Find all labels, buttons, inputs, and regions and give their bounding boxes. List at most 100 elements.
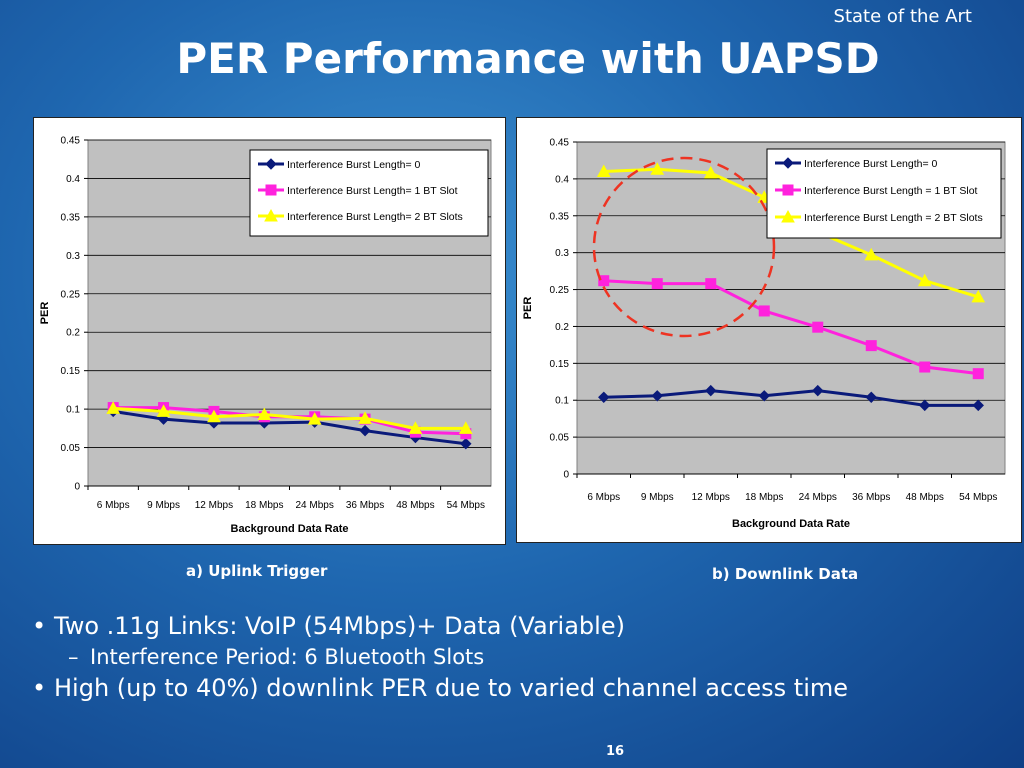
data-point xyxy=(703,165,718,179)
x-tick-label: 48 Mbps xyxy=(396,500,434,511)
x-tick-label: 54 Mbps xyxy=(959,492,997,503)
y-tick-label: 0 xyxy=(74,482,80,493)
highlight-circle xyxy=(592,156,776,338)
series-line-1 xyxy=(112,409,466,446)
data-point xyxy=(257,407,272,420)
caption-uplink: a) Uplink Trigger xyxy=(186,562,328,580)
x-tick-label: 12 Mbps xyxy=(692,492,730,503)
y-tick-label: 0.05 xyxy=(61,443,81,454)
legend-marker xyxy=(781,209,795,223)
y-tick-label: 0.15 xyxy=(61,366,81,377)
data-point xyxy=(650,162,665,175)
data-point xyxy=(812,321,824,333)
data-point xyxy=(705,384,717,397)
x-tick-label: 36 Mbps xyxy=(852,492,890,503)
bullet-list: Two .11g Links: VoIP (54Mbps)+ Data (Var… xyxy=(30,610,1020,704)
legend-marker xyxy=(782,184,794,196)
data-point xyxy=(156,404,171,417)
legend-box xyxy=(766,148,1002,239)
y-tick-label: 0.1 xyxy=(555,396,569,407)
data-point xyxy=(919,399,931,412)
data-point xyxy=(919,361,931,373)
y-tick-label: 0.15 xyxy=(550,359,570,370)
sub-bullet-item: Interference Period: 6 Bluetooth Slots xyxy=(30,642,1020,672)
data-point xyxy=(972,368,984,380)
data-point xyxy=(865,340,877,352)
x-tick-label: 6 Mbps xyxy=(587,492,620,503)
section-label: State of the Art xyxy=(833,6,972,27)
y-tick-label: 0.45 xyxy=(550,138,570,149)
y-tick-label: 0.25 xyxy=(550,285,570,296)
y-tick-label: 0.35 xyxy=(550,211,570,222)
y-axis-label: PER xyxy=(39,302,51,325)
data-point xyxy=(758,305,770,317)
data-point xyxy=(598,391,610,403)
x-tick-label: 54 Mbps xyxy=(447,500,485,511)
y-tick-label: 0.4 xyxy=(555,174,569,185)
series-line-3 xyxy=(113,406,466,430)
y-tick-label: 0.3 xyxy=(555,248,569,259)
chart-uplink-svg: 0 0.05 0.1 0.15 0.2 0.25 0.3 0.35 0.4 0.45 6 Mbps 9… xyxy=(39,136,492,535)
x-tick-label: 36 Mbps xyxy=(346,500,384,511)
legend-label: Interference Burst Length = 2 BT Slots xyxy=(804,212,983,224)
x-tick-label: 9 Mbps xyxy=(147,500,180,511)
legend-label: Interference Burst Length= 2 BT Slots xyxy=(287,211,463,223)
data-point xyxy=(651,278,663,290)
data-point xyxy=(651,390,663,402)
series-line-2 xyxy=(603,279,979,376)
x-axis-label: Background Data Rate xyxy=(231,523,349,535)
data-point xyxy=(705,278,717,290)
chart-downlink-svg: 0 0.05 0.1 0.15 0.2 0.25 0.3 0.35 0.4 0.45 6 Mbps 9… xyxy=(522,138,1006,530)
data-point xyxy=(408,421,423,434)
chart-uplink-trigger: 0 0.05 0.1 0.15 0.2 0.25 0.3 0.35 0.4 0.45 6 Mbps 9… xyxy=(33,117,506,545)
data-point xyxy=(460,438,472,450)
data-point xyxy=(971,289,986,303)
data-point xyxy=(307,412,322,425)
x-axis-label: Background Data Rate xyxy=(732,518,850,530)
legend-label: Interference Burst Length= 1 BT Slot xyxy=(287,185,458,197)
data-point xyxy=(812,384,824,397)
x-tick-label: 24 Mbps xyxy=(296,500,334,511)
x-tick-label: 12 Mbps xyxy=(195,500,233,511)
series-line-1 xyxy=(603,389,979,407)
y-tick-label: 0.05 xyxy=(550,433,570,444)
y-tick-label: 0.1 xyxy=(66,405,80,416)
bullet-item: High (up to 40%) downlink PER due to var… xyxy=(30,672,1020,704)
x-tick-label: 24 Mbps xyxy=(799,492,837,503)
caption-downlink: b) Downlink Data xyxy=(712,565,859,583)
data-point xyxy=(358,411,372,424)
legend-marker xyxy=(265,184,277,196)
x-tick-label: 18 Mbps xyxy=(245,500,283,511)
data-point xyxy=(458,421,473,434)
y-tick-label: 0.2 xyxy=(66,328,80,339)
data-point xyxy=(598,275,610,287)
data-point xyxy=(207,409,221,423)
x-tick-label: 6 Mbps xyxy=(97,500,130,511)
legend-marker xyxy=(265,158,277,170)
legend-label: Interference Burst Length= 0 xyxy=(287,159,421,171)
y-tick-label: 0.45 xyxy=(61,136,81,147)
legend-box xyxy=(249,149,489,237)
data-point xyxy=(917,273,932,287)
y-tick-label: 0.25 xyxy=(61,289,81,300)
y-tick-label: 0.4 xyxy=(66,174,80,185)
y-tick-label: 0 xyxy=(563,470,569,481)
legend-marker xyxy=(782,157,794,169)
data-point xyxy=(106,401,121,414)
x-tick-label: 9 Mbps xyxy=(641,492,674,503)
y-tick-label: 0.35 xyxy=(61,212,81,223)
legend-label: Interference Burst Length = 1 BT Slot xyxy=(804,185,978,197)
legend-label: Interference Burst Length= 0 xyxy=(804,158,938,170)
bullet-item: Two .11g Links: VoIP (54Mbps)+ Data (Var… xyxy=(30,610,1020,642)
data-point xyxy=(758,390,770,402)
y-tick-label: 0.3 xyxy=(66,251,80,262)
data-point xyxy=(596,164,611,178)
slide-title: PER Performance with UAPSD xyxy=(176,34,880,83)
chart-downlink-data: 0 0.05 0.1 0.15 0.2 0.25 0.3 0.35 0.4 0.45 6 Mbps 9… xyxy=(516,117,1022,543)
page-number: 16 xyxy=(606,744,625,759)
x-tick-label: 48 Mbps xyxy=(906,492,944,503)
data-point xyxy=(864,247,879,261)
legend-marker xyxy=(264,208,278,222)
x-tick-label: 18 Mbps xyxy=(745,492,783,503)
data-point xyxy=(972,399,984,412)
